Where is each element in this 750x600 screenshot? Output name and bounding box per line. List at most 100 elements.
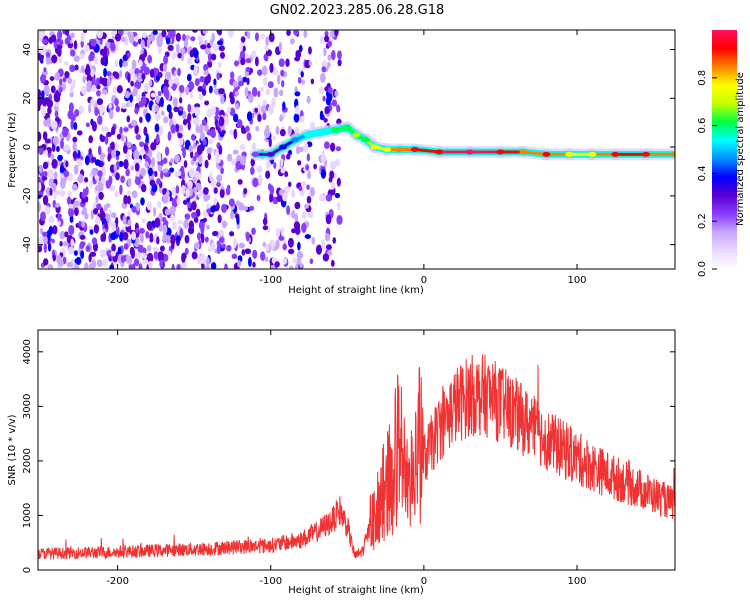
noise-speck xyxy=(280,158,284,167)
noise-speck xyxy=(101,89,108,95)
noise-speck xyxy=(233,128,238,140)
noise-speck xyxy=(126,115,131,123)
noise-speck xyxy=(320,168,327,179)
noise-speck xyxy=(216,174,223,182)
noise-speck xyxy=(190,211,197,219)
noise-speck xyxy=(107,153,111,162)
noise-speck xyxy=(97,115,103,126)
noise-speck xyxy=(202,138,207,146)
noise-speck xyxy=(152,246,159,252)
noise-speck xyxy=(67,246,75,255)
noise-speck xyxy=(206,108,213,118)
noise-speck xyxy=(43,119,49,127)
noise-speck xyxy=(287,237,294,248)
noise-speck xyxy=(294,91,301,97)
noise-speck xyxy=(334,192,341,199)
noise-speck xyxy=(153,68,160,74)
noise-speck xyxy=(85,122,90,128)
noise-speck xyxy=(252,261,256,268)
noise-speck xyxy=(272,135,276,141)
noise-speck xyxy=(69,214,74,224)
noise-speck xyxy=(89,180,93,188)
noise-speck xyxy=(41,231,48,237)
colorbar-tick-label: 0.8 xyxy=(697,70,708,86)
noise-speck xyxy=(147,54,153,64)
noise-speck xyxy=(197,155,203,165)
noise-speck xyxy=(187,180,193,189)
noise-speck xyxy=(119,126,123,135)
snr-y-label: SNR (10 * v/v) xyxy=(7,414,18,485)
noise-speck xyxy=(213,78,217,86)
noise-speck xyxy=(256,69,263,76)
noise-speck xyxy=(80,85,87,95)
noise-speck xyxy=(276,195,283,202)
noise-speck xyxy=(127,255,133,264)
noise-speck xyxy=(69,64,76,73)
noise-speck xyxy=(279,114,283,122)
noise-speck xyxy=(51,54,58,64)
noise-speck xyxy=(115,172,120,181)
noise-speck xyxy=(121,102,125,108)
noise-speck xyxy=(235,200,240,206)
noise-speck xyxy=(134,124,139,135)
noise-speck xyxy=(112,85,117,94)
noise-speck xyxy=(232,80,239,88)
noise-speck xyxy=(256,104,262,115)
noise-speck xyxy=(307,170,311,180)
noise-speck xyxy=(325,194,333,202)
noise-speck xyxy=(157,251,165,262)
noise-speck xyxy=(38,96,43,107)
noise-speck xyxy=(174,154,181,164)
signal-point xyxy=(251,151,260,157)
noise-speck xyxy=(309,186,315,197)
snr-frame xyxy=(37,329,676,571)
signal-core-segment xyxy=(413,148,441,154)
noise-speck xyxy=(110,141,115,151)
noise-speck xyxy=(116,133,122,140)
noise-speck xyxy=(295,145,301,155)
noise-speck xyxy=(52,136,60,146)
noise-speck xyxy=(267,81,274,89)
noise-speck xyxy=(54,189,61,196)
noise-speck xyxy=(265,160,271,169)
noise-speck xyxy=(187,201,192,209)
noise-speck xyxy=(208,246,213,252)
noise-speck xyxy=(170,157,174,163)
noise-speck xyxy=(122,215,127,225)
noise-speck xyxy=(40,74,46,84)
y-tick-label: -40 xyxy=(22,236,33,252)
noise-speck xyxy=(42,170,48,177)
noise-speck xyxy=(74,64,79,71)
noise-speck xyxy=(320,154,327,163)
noise-speck xyxy=(227,30,234,38)
noise-speck xyxy=(73,164,79,175)
noise-speck xyxy=(201,119,207,126)
noise-speck xyxy=(322,253,330,262)
noise-speck xyxy=(58,56,63,64)
noise-speck xyxy=(178,84,185,93)
noise-speck xyxy=(63,170,70,178)
noise-speck xyxy=(190,133,196,141)
noise-speck xyxy=(249,205,255,211)
noise-speck xyxy=(127,31,133,39)
noise-speck xyxy=(43,85,50,95)
noise-speck xyxy=(82,75,87,84)
noise-speck xyxy=(236,215,240,225)
noise-speck xyxy=(257,174,263,185)
noise-speck xyxy=(282,257,288,265)
noise-speck xyxy=(72,78,76,89)
noise-speck xyxy=(108,103,112,109)
noise-speck xyxy=(134,81,138,89)
signal-point xyxy=(519,149,528,155)
noise-speck xyxy=(157,164,163,172)
noise-speck xyxy=(159,259,164,268)
noise-speck xyxy=(217,214,222,224)
noise-speck xyxy=(58,38,64,46)
noise-speck xyxy=(325,96,331,106)
y-tick-label: -20 xyxy=(22,188,33,204)
noise-speck xyxy=(251,86,258,97)
noise-speck xyxy=(202,217,207,223)
noise-speck xyxy=(129,67,135,77)
noise-speck xyxy=(135,94,141,103)
noise-speck xyxy=(70,32,75,39)
